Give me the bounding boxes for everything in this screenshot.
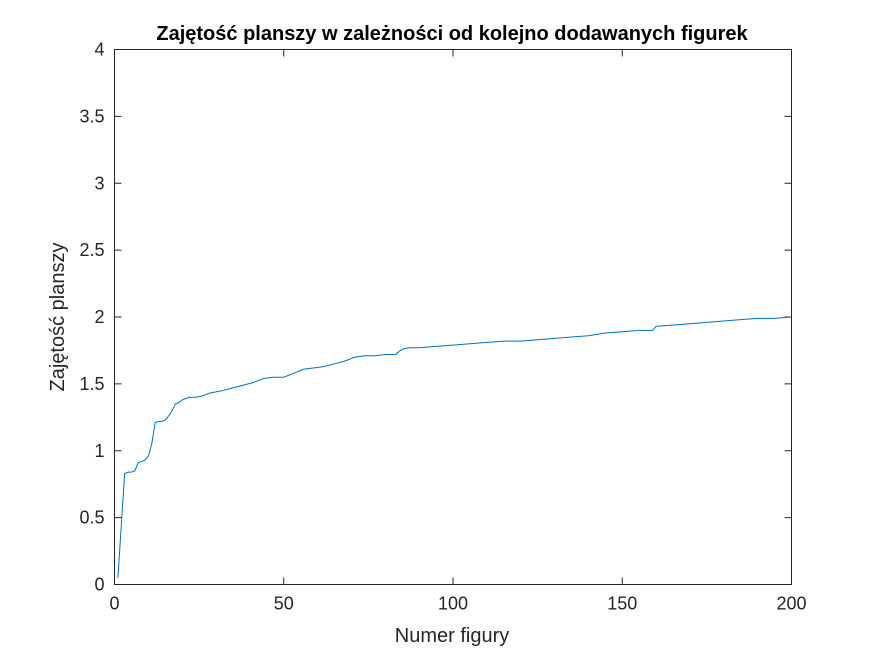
series-line: [117, 316, 792, 578]
plot-frame: [114, 49, 792, 585]
y-tick-label: 3: [94, 173, 104, 193]
y-tick-label: 2: [94, 307, 104, 327]
y-tick-label: 1.5: [79, 374, 104, 394]
x-tick-label: 50: [274, 594, 294, 614]
x-tick-label: 100: [438, 594, 468, 614]
y-tick-label: 4: [94, 40, 104, 60]
y-tick-label: 0: [94, 575, 104, 595]
chart-title: Zajętość planszy w zależności od kolejno…: [156, 23, 748, 45]
x-tick-label: 150: [607, 594, 637, 614]
x-tick-label: 0: [109, 594, 119, 614]
x-tick-label: 200: [776, 594, 806, 614]
y-tick-label: 0.5: [79, 508, 104, 528]
x-axis-label: Numer figury: [395, 625, 509, 647]
y-tick-label: 1: [94, 441, 104, 461]
axis-ticks: 0 50 100 150 200 0 0.5 1 1.5 2 2.5 3 3.5 4: [79, 40, 806, 614]
y-tick-label: 2.5: [79, 240, 104, 260]
y-axis-label: Zajętość planszy: [47, 243, 69, 392]
y-tick-label: 3.5: [79, 106, 104, 126]
